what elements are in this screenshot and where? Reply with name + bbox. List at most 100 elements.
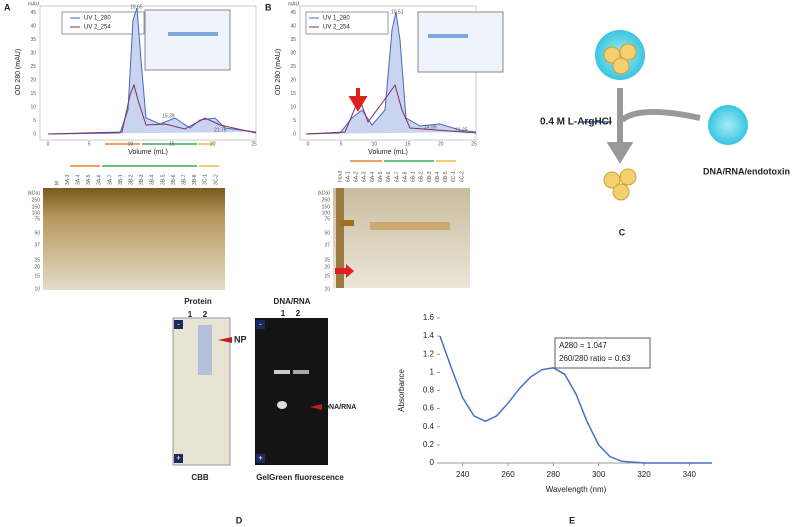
band — [340, 220, 354, 226]
kda-label: (kDa) — [28, 190, 41, 196]
panel-c — [582, 30, 748, 201]
kda-label: 37 — [34, 242, 40, 248]
stain-label: GelGreen fluorescence — [256, 473, 344, 482]
lane-label: 6B-4 — [435, 171, 441, 182]
band — [293, 370, 309, 374]
kda-label: 25 — [324, 257, 330, 263]
lane-label: 6A-8 — [402, 171, 408, 182]
x-tick-label: 0 — [47, 141, 50, 147]
x-tick-label: 25 — [471, 141, 477, 147]
panel-d — [172, 317, 328, 466]
x-tick-label: 340 — [683, 470, 697, 479]
silver-gel — [43, 188, 225, 290]
y-tick-label: 30 — [30, 50, 36, 56]
kda-label: 150 — [322, 204, 331, 210]
y-tick-label: 40 — [290, 23, 296, 29]
panel-label: B — [265, 2, 272, 12]
lane-label: 6C-1 — [451, 171, 457, 182]
unit: mAU — [28, 1, 40, 7]
plus-box — [174, 454, 183, 463]
kda-label: 250 — [32, 197, 41, 203]
kda-label: 50 — [324, 230, 330, 236]
y-tick-label: 40 — [30, 23, 36, 29]
kda-label: 25 — [34, 257, 40, 263]
lane-label: 3A-6 — [97, 174, 103, 185]
fraction-bar — [350, 160, 382, 162]
kda-label: 75 — [324, 216, 330, 222]
removed-label: DNA/RNA/endotoxin — [703, 166, 790, 176]
fraction-bar — [105, 143, 140, 145]
band — [168, 32, 218, 36]
band-label: DNA/RNA — [324, 404, 356, 411]
panel-label: D — [236, 515, 243, 525]
lane-label: 6A-5 — [378, 171, 384, 182]
kda-label: 20 — [324, 264, 330, 270]
panel-label: A — [4, 2, 11, 12]
lane-label: 3B-3 — [139, 174, 145, 185]
lane-label: 6A-6 — [386, 171, 392, 182]
kda-label: 100 — [322, 210, 331, 216]
lane-label: M — [54, 181, 60, 185]
lane-label: 6B-3 — [427, 171, 433, 182]
reagent-label: 0.4 M L-ArgHCl — [540, 117, 612, 128]
y-tick-label: 1.4 — [423, 331, 435, 340]
kda-label: 15 — [324, 273, 330, 279]
kda-label: (kDa) — [318, 190, 331, 196]
peak-label: 15.39 — [162, 113, 175, 119]
y-tick-label: 1.6 — [423, 313, 435, 322]
lane-number: 1 — [188, 310, 193, 319]
legend-label: UV 2_254 — [323, 25, 350, 31]
band — [274, 370, 290, 374]
input-lane — [336, 188, 344, 288]
panel-label: E — [569, 515, 575, 525]
dna-band — [277, 401, 287, 409]
panel-b — [299, 5, 504, 288]
red-arrow — [335, 264, 354, 278]
y-tick-label: 0.4 — [423, 422, 435, 431]
np-band — [198, 325, 212, 375]
y-tick-label: 45 — [290, 10, 296, 16]
x-tick-label: 5 — [88, 141, 91, 147]
y-tick-label: 1.2 — [423, 349, 435, 358]
x-tick-label: 20 — [438, 141, 444, 147]
particle — [603, 46, 621, 64]
y-label: OD 280 (mAU) — [275, 49, 282, 95]
y-label: OD 280 (mAU) — [15, 49, 22, 95]
y-tick-label: 20 — [30, 77, 36, 83]
x-tick-label: 240 — [456, 470, 470, 479]
plot-frame — [39, 5, 257, 141]
lane-label: 3B-1 — [118, 174, 124, 185]
y-tick-label: 10 — [30, 104, 36, 110]
annotation-box — [554, 337, 651, 369]
fraction-bar — [70, 165, 100, 167]
legend-label: UV 2_254 — [84, 25, 111, 31]
lane-number: 1 — [281, 309, 286, 318]
y-tick-label: 45 — [30, 10, 36, 16]
y-tick-label: 25 — [290, 64, 296, 70]
y-tick-label: 0 — [33, 131, 36, 137]
x-tick-label: 15 — [405, 141, 411, 147]
legend-label: UV 1_280 — [84, 16, 111, 22]
x-tick-label: 320 — [637, 470, 651, 479]
y-tick-label: 30 — [290, 50, 296, 56]
x-tick-label: 260 — [501, 470, 515, 479]
lane-number: 2 — [203, 310, 208, 319]
fraction-bar — [198, 143, 213, 145]
x-tick-label: 25 — [251, 141, 257, 147]
lane-label: 3A-7 — [107, 174, 113, 185]
panel-label: C — [619, 227, 626, 237]
y-tick-label: 1 — [430, 367, 435, 376]
fluorescence-gel — [255, 318, 328, 465]
lane-label: 3A-5 — [86, 174, 92, 185]
particle — [619, 43, 637, 61]
lane-label: 6A-7 — [394, 171, 400, 182]
y-tick-label: 0.8 — [423, 386, 435, 395]
y-tick-label: 5 — [293, 118, 296, 124]
y-tick-label: 0 — [430, 458, 435, 467]
annotation: A280 = 1.047 — [559, 341, 607, 350]
peak-label: 21.75 — [214, 127, 227, 133]
plot-frame — [299, 5, 477, 141]
x-tick-label: 10 — [128, 141, 134, 147]
uv280-trace — [305, 11, 477, 135]
